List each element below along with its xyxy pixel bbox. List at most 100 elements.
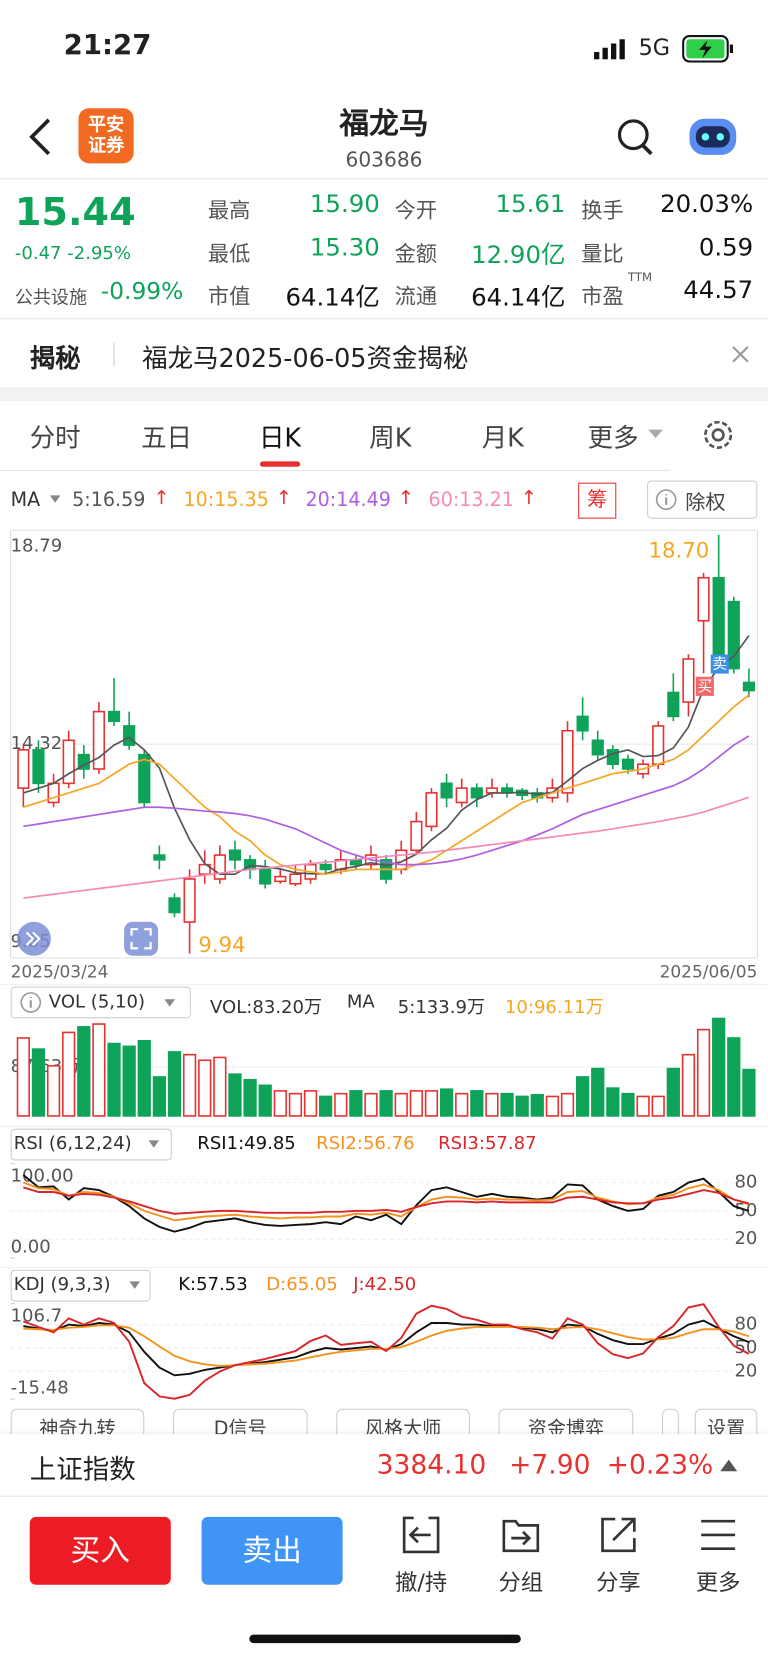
tab-active[interactable]: 日K xyxy=(258,423,302,453)
more-icon[interactable] xyxy=(698,1517,738,1553)
field-value: 64.14亿 xyxy=(471,284,566,312)
divider xyxy=(113,342,115,366)
field-value: 0.59 xyxy=(698,234,754,263)
settings-button[interactable] xyxy=(700,417,736,453)
index-value: 3384.10 xyxy=(376,1449,487,1480)
candle-body xyxy=(168,897,181,914)
share-icon[interactable] xyxy=(598,1515,638,1555)
tool-label: 分享 xyxy=(596,1569,641,1596)
volume-bar xyxy=(636,1095,650,1117)
vol-ma: 5:133.9万 xyxy=(397,997,486,1019)
candle-body xyxy=(561,729,574,794)
y-tick-label: 106.7 xyxy=(11,1305,63,1326)
close-notice[interactable] xyxy=(730,344,751,365)
chips-button[interactable]: 筹 xyxy=(578,482,617,519)
fullscreen-icon xyxy=(130,928,152,950)
tab[interactable]: 五日 xyxy=(141,423,192,453)
ma-legend-item: 20:14.49 xyxy=(305,489,391,512)
volume-bar xyxy=(409,1090,423,1117)
volume-bar xyxy=(16,1037,30,1117)
candle-body xyxy=(259,868,272,885)
volume-bar xyxy=(575,1076,590,1117)
candle-body xyxy=(123,725,136,746)
ma-label[interactable]: MA xyxy=(10,489,41,512)
x-tick-label: 2025/06/05 xyxy=(660,963,758,983)
volume-bar xyxy=(621,1092,635,1117)
volume-bar xyxy=(77,1026,91,1117)
candle-body xyxy=(712,576,725,660)
volume-bar xyxy=(379,1090,393,1117)
volume-bar xyxy=(167,1051,182,1117)
volume-bar xyxy=(424,1090,439,1117)
candle-body xyxy=(138,753,151,804)
tab[interactable]: 周K xyxy=(369,423,412,453)
volume-bar xyxy=(742,1068,756,1117)
ma-legend-item: 5:16.59 xyxy=(72,489,146,512)
vol-selector[interactable] xyxy=(10,986,191,1019)
rsi-legend: RSI2:56.76 xyxy=(316,1132,415,1155)
candle-body xyxy=(682,658,695,703)
orders-icon[interactable] xyxy=(401,1515,441,1555)
rsi-selector[interactable] xyxy=(10,1128,172,1161)
assistant-button[interactable] xyxy=(687,112,738,159)
stock-name: 福龙马 xyxy=(339,106,429,142)
volume-bar xyxy=(500,1092,514,1117)
volume-bar xyxy=(591,1067,605,1117)
candle-body xyxy=(410,820,423,852)
sector-change: -0.99% xyxy=(100,278,184,306)
candle-body xyxy=(652,725,665,766)
dropdown-arrow xyxy=(129,1281,141,1289)
field-label: 换手 xyxy=(581,197,624,223)
tab[interactable]: 月K xyxy=(481,423,524,453)
volume-bar xyxy=(651,1095,665,1117)
field-label: 金额 xyxy=(394,240,438,267)
volume-bar xyxy=(349,1090,363,1117)
divider xyxy=(0,469,671,471)
high-annotation: 18.70 xyxy=(649,539,710,564)
y2-tick-label: 80 xyxy=(734,1314,757,1335)
notice-text[interactable]: 福龙马2025-06-05资金揭秘 xyxy=(142,343,469,374)
logo-text: 证券 xyxy=(88,135,125,157)
field-value: 12.90亿 xyxy=(471,241,566,270)
sell-button[interactable]: 卖出 xyxy=(201,1516,343,1585)
fullscreen-button[interactable] xyxy=(124,921,159,956)
dropdown-arrow xyxy=(164,999,176,1007)
volume-bar xyxy=(606,1087,620,1117)
candle-body xyxy=(667,691,680,718)
trade-marker-label: 卖 xyxy=(712,655,727,673)
candle-body xyxy=(183,878,196,923)
kdj-legend: K:57.53 xyxy=(178,1273,248,1296)
volume-bar xyxy=(243,1078,257,1117)
group-icon[interactable] xyxy=(501,1515,541,1555)
logo-text: 平安 xyxy=(88,114,125,136)
field-label: 市盈 xyxy=(581,283,624,309)
tab[interactable]: 分时 xyxy=(29,423,81,453)
divider xyxy=(0,318,768,320)
volume-bar xyxy=(258,1084,272,1117)
back-button[interactable] xyxy=(25,117,57,157)
price-change: -0.47 -2.95% xyxy=(14,242,132,265)
index-bar[interactable] xyxy=(0,1434,768,1496)
tab[interactable]: 更多 xyxy=(587,423,639,453)
volume-bar xyxy=(515,1095,529,1117)
y-tick-label: 100.00 xyxy=(11,1165,74,1186)
volume-bar xyxy=(92,1023,106,1117)
broker-logo[interactable]: 平安 证券 xyxy=(78,108,134,164)
volume-bar xyxy=(485,1092,499,1117)
buy-button[interactable]: 买入 xyxy=(29,1516,171,1585)
field-value: 20.03% xyxy=(660,190,754,219)
expand-arrow[interactable] xyxy=(719,1457,738,1472)
volume-bar xyxy=(152,1076,167,1117)
indicator-line xyxy=(23,1324,750,1367)
search-button[interactable] xyxy=(615,117,655,157)
indicator-line xyxy=(23,1303,750,1400)
adjust-button[interactable] xyxy=(647,480,758,519)
up-arrow: ↑ xyxy=(521,486,538,510)
volume-bar xyxy=(394,1092,408,1117)
kdj-selector[interactable] xyxy=(10,1269,151,1302)
vol-ma-label: MA xyxy=(346,991,375,1014)
volume-bar xyxy=(696,1028,711,1117)
y-tick-label: -15.48 xyxy=(11,1378,69,1399)
volume-bar xyxy=(455,1092,469,1117)
candle-body xyxy=(107,710,121,722)
